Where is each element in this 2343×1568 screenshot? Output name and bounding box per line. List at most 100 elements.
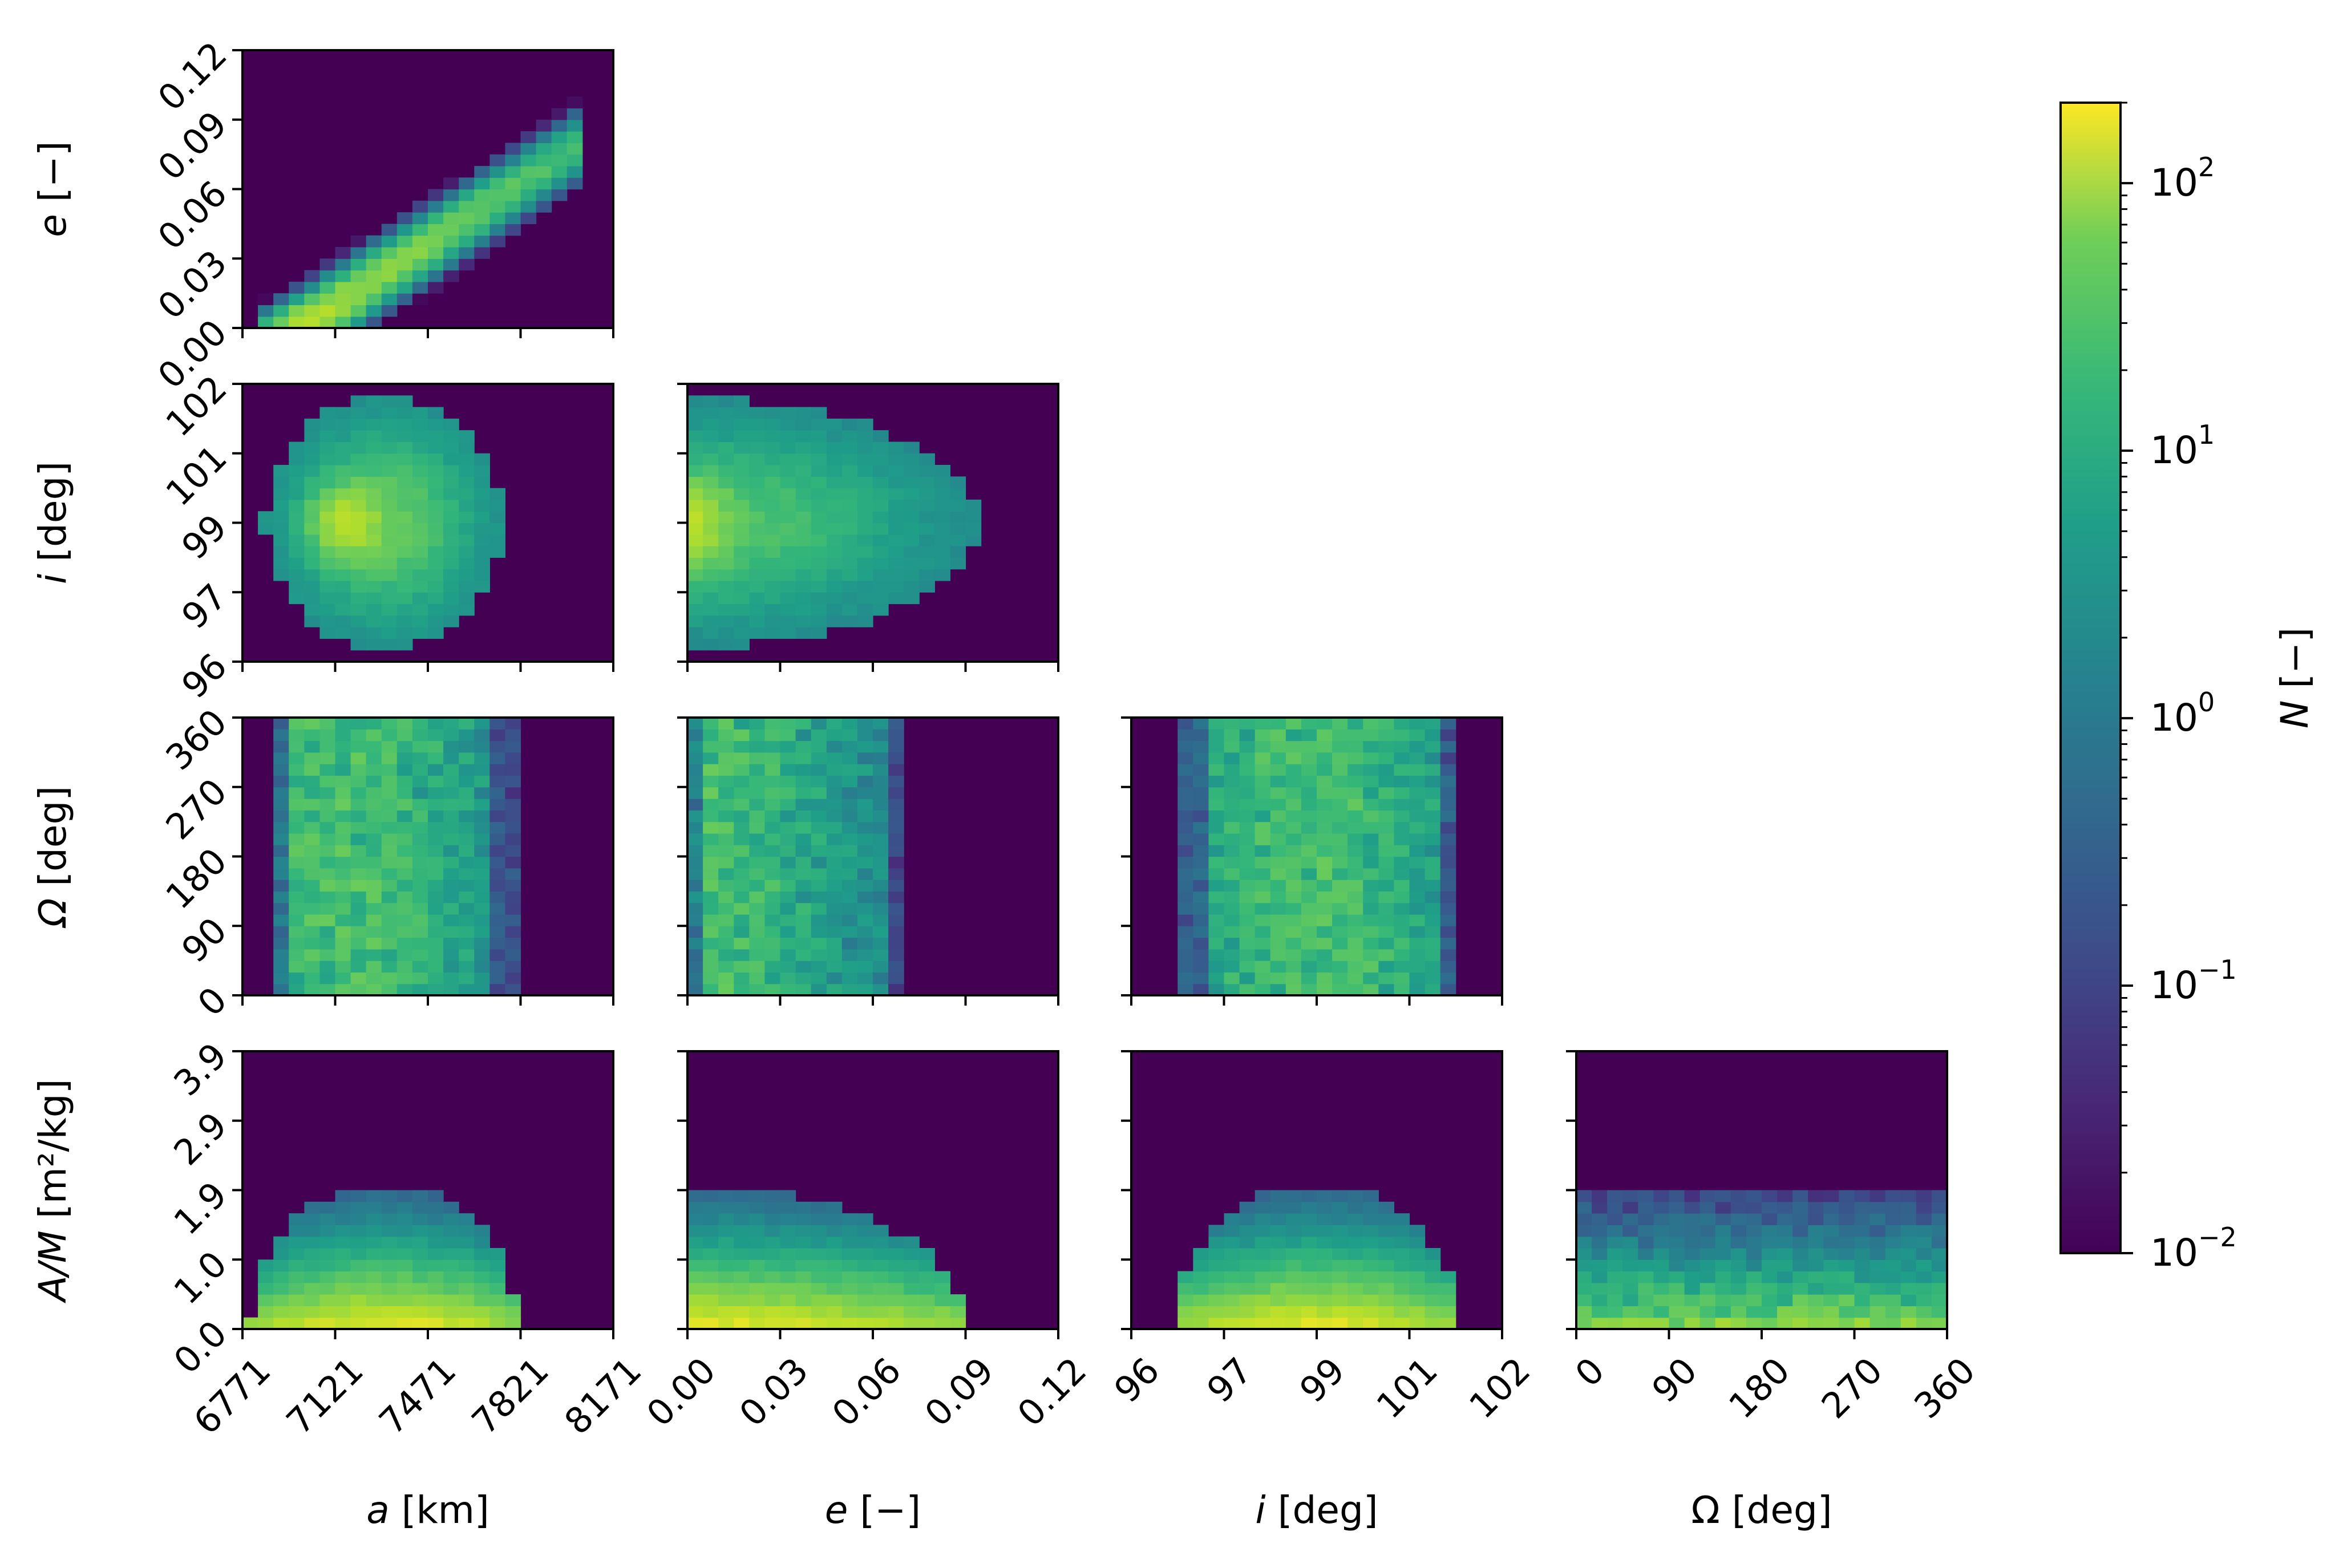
heat-cell bbox=[718, 1271, 734, 1283]
heat-cell bbox=[764, 511, 781, 524]
heat-cell bbox=[443, 258, 459, 271]
heat-cell bbox=[718, 926, 734, 938]
heat-cell bbox=[795, 534, 812, 546]
heat-cell bbox=[811, 1306, 827, 1318]
heat-cell bbox=[1777, 1190, 1793, 1202]
heat-cell bbox=[780, 580, 796, 593]
heat-cell bbox=[459, 1282, 475, 1295]
heat-cell bbox=[1255, 961, 1271, 973]
heat-cell bbox=[443, 972, 459, 984]
heat-cell bbox=[412, 603, 428, 616]
heat-cell bbox=[459, 189, 475, 201]
heat-cell bbox=[904, 499, 920, 512]
heat-cell bbox=[443, 224, 459, 236]
heat-cell bbox=[1916, 1236, 1932, 1249]
heat-cell bbox=[335, 557, 351, 570]
heat-cell bbox=[428, 407, 444, 419]
heat-cell bbox=[703, 891, 719, 903]
heat-cell bbox=[319, 603, 336, 616]
heat-cell bbox=[366, 603, 382, 616]
heat-cell bbox=[273, 799, 289, 811]
heat-cell bbox=[474, 224, 490, 236]
heat-cell bbox=[904, 1259, 920, 1272]
heat-cell bbox=[335, 729, 351, 742]
heat-cell bbox=[1208, 949, 1225, 961]
heat-cell bbox=[1425, 845, 1441, 857]
heat-cell bbox=[1239, 1201, 1256, 1214]
heat-cell bbox=[749, 787, 766, 799]
heat-cell bbox=[780, 603, 796, 616]
heat-cell bbox=[841, 592, 858, 605]
heat-cell bbox=[1239, 845, 1256, 857]
heat-cell bbox=[474, 200, 490, 213]
heat-cell bbox=[273, 1247, 289, 1260]
colorbar-tick-label: 101 bbox=[2150, 419, 2215, 472]
heat-cell bbox=[703, 880, 719, 892]
heat-cell bbox=[459, 1236, 475, 1249]
heat-cell bbox=[428, 1190, 444, 1202]
heat-cell bbox=[366, 926, 382, 938]
heat-cell bbox=[474, 718, 490, 730]
heat-cell bbox=[1239, 983, 1256, 996]
heat-cell bbox=[687, 972, 703, 984]
heat-cell bbox=[396, 810, 413, 823]
heat-cell bbox=[764, 891, 781, 903]
heat-cell bbox=[687, 729, 703, 742]
heat-cell bbox=[335, 488, 351, 500]
heat-cell bbox=[1607, 1259, 1623, 1272]
heat-cell bbox=[1378, 787, 1395, 799]
heat-cell bbox=[505, 212, 521, 224]
heat-cell bbox=[1285, 845, 1302, 857]
heat-cell bbox=[888, 488, 904, 500]
heat-cell bbox=[718, 972, 734, 984]
heat-cell bbox=[888, 592, 904, 605]
heat-cell bbox=[366, 718, 382, 730]
heat-cell bbox=[841, 1294, 858, 1307]
heat-cell bbox=[1285, 983, 1302, 996]
heat-cell bbox=[443, 799, 459, 811]
heat-cell bbox=[1440, 1306, 1456, 1318]
heat-cell bbox=[1347, 949, 1363, 961]
heat-cell bbox=[289, 891, 305, 903]
heat-cell bbox=[489, 983, 506, 996]
heat-cell bbox=[718, 488, 734, 500]
heat-cell bbox=[1301, 961, 1317, 973]
heat-cell bbox=[1900, 1236, 1917, 1249]
heat-cell bbox=[319, 258, 336, 271]
heat-cell bbox=[551, 131, 568, 143]
heat-cell bbox=[734, 856, 750, 869]
heat-cell bbox=[873, 453, 889, 465]
heat-cell bbox=[304, 845, 321, 857]
heat-cell bbox=[1378, 914, 1395, 926]
heat-cell bbox=[304, 546, 321, 558]
heat-cell bbox=[950, 1294, 966, 1307]
heat-cell bbox=[459, 534, 475, 546]
heat-cell bbox=[304, 880, 321, 892]
heat-cell bbox=[1208, 740, 1225, 753]
heat-cell bbox=[304, 476, 321, 489]
heat-cell bbox=[350, 638, 367, 651]
heat-cell bbox=[350, 534, 367, 546]
heat-cell bbox=[795, 1225, 812, 1237]
heat-cell bbox=[366, 775, 382, 788]
heat-cell bbox=[749, 627, 766, 639]
heat-cell bbox=[459, 488, 475, 500]
heat-cell bbox=[1638, 1213, 1654, 1225]
heat-cell bbox=[304, 729, 321, 742]
heat-cell bbox=[764, 1201, 781, 1214]
heat-cell bbox=[687, 418, 703, 431]
heat-cell bbox=[566, 96, 583, 109]
heat-cell bbox=[505, 972, 521, 984]
heat-cell bbox=[412, 833, 428, 845]
heat-cell bbox=[381, 638, 398, 651]
heat-cell bbox=[1440, 983, 1456, 996]
heat-cell bbox=[764, 926, 781, 938]
heat-cell bbox=[412, 1201, 428, 1214]
heat-cell bbox=[1440, 1282, 1456, 1295]
heat-cell bbox=[1193, 764, 1209, 776]
heat-cell bbox=[459, 177, 475, 190]
heat-cell bbox=[459, 718, 475, 730]
heat-cell bbox=[687, 395, 703, 408]
heat-cell bbox=[687, 983, 703, 996]
heat-cell bbox=[1592, 1294, 1608, 1307]
